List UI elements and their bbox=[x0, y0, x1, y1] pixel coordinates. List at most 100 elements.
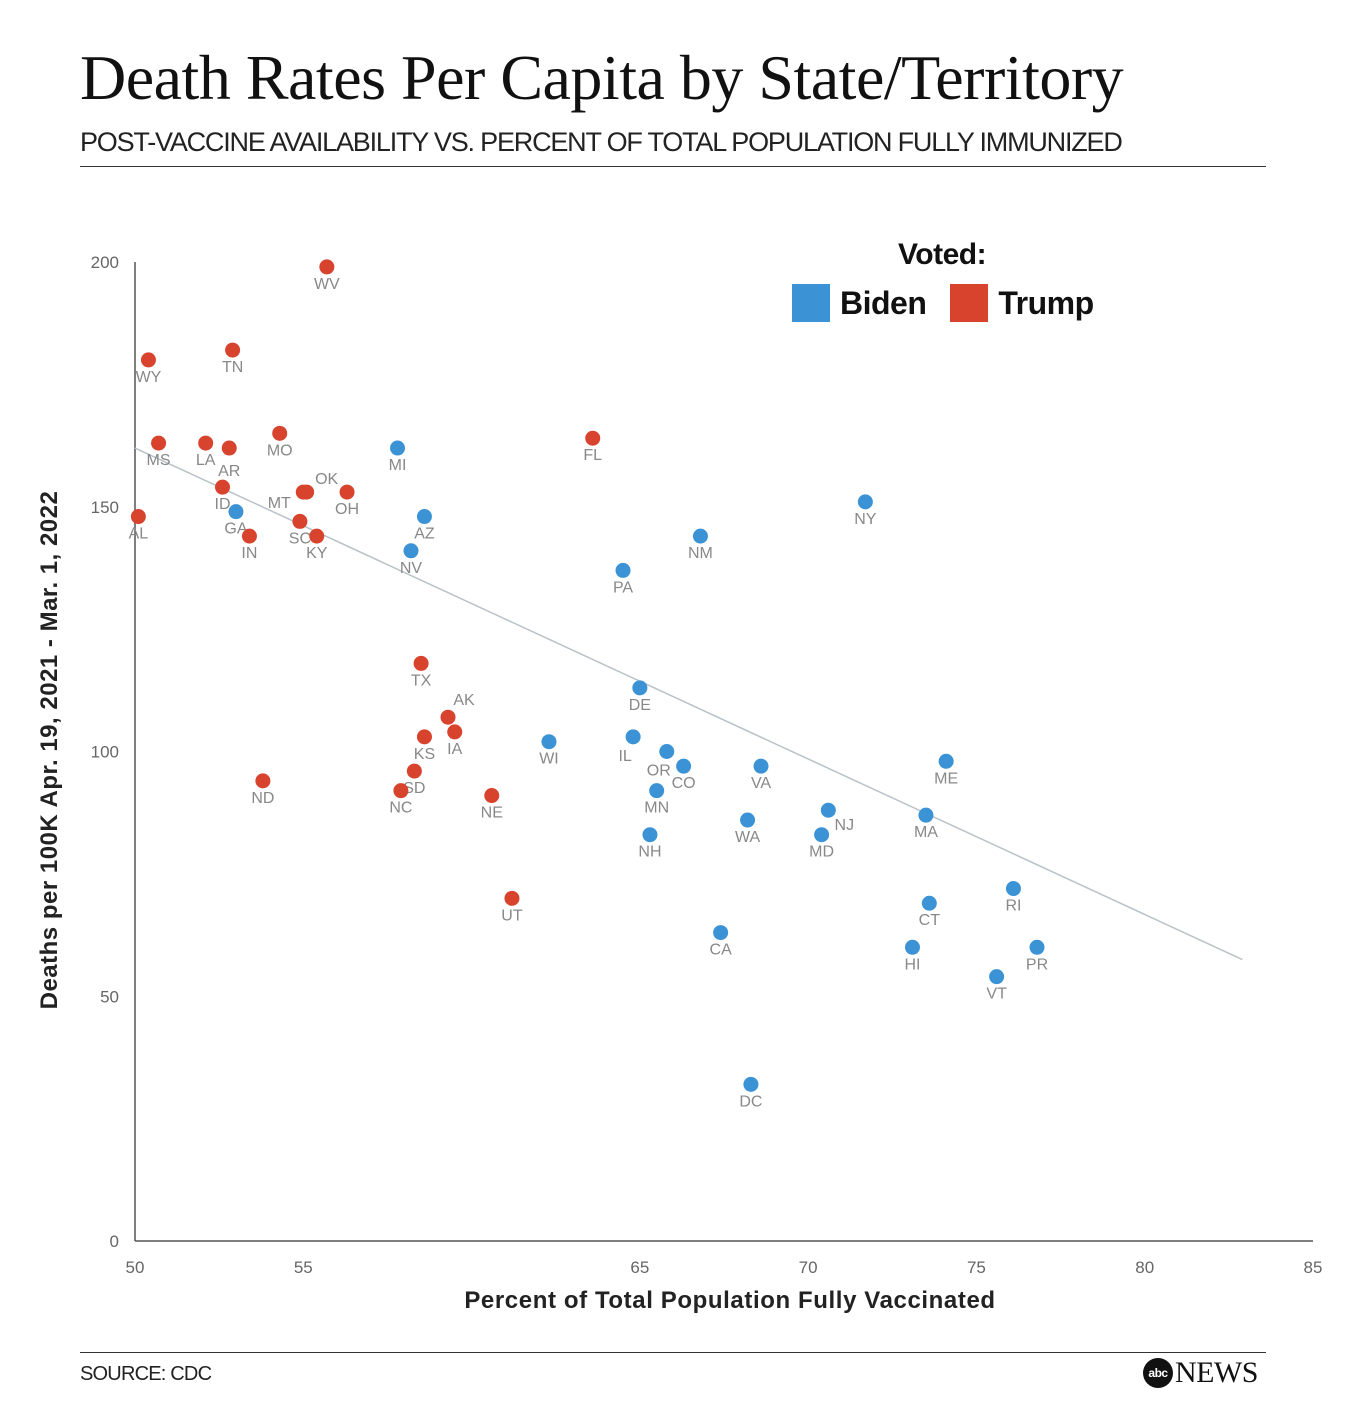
point-label-nh: NH bbox=[638, 844, 661, 861]
point-label-ma: MA bbox=[914, 824, 938, 841]
point-nm bbox=[692, 528, 708, 544]
y-axis-label: Deaths per 100K Apr. 19, 2021 - Mar. 1, … bbox=[36, 490, 63, 1010]
point-nc bbox=[393, 783, 409, 799]
legend-item-trump: Trump bbox=[950, 284, 1094, 322]
x-tick-label: 50 bbox=[126, 1258, 145, 1277]
point-label-ks: KS bbox=[414, 746, 435, 763]
y-tick-label: 150 bbox=[91, 498, 119, 517]
legend-label-biden: Biden bbox=[840, 284, 927, 321]
point-az bbox=[416, 509, 432, 525]
point-ri bbox=[1005, 881, 1021, 897]
point-sc bbox=[292, 513, 308, 529]
point-co bbox=[676, 758, 692, 774]
point-label-tx: TX bbox=[411, 672, 432, 689]
abc-news-logo: abc NEWS bbox=[1143, 1356, 1259, 1390]
point-ky bbox=[309, 528, 325, 544]
point-ct bbox=[921, 895, 937, 911]
point-label-ky: KY bbox=[306, 545, 328, 562]
point-label-mi: MI bbox=[389, 457, 407, 474]
point-label-wv: WV bbox=[314, 276, 340, 293]
chart-title: Death Rates Per Capita by State/Territor… bbox=[80, 42, 1124, 113]
chart-subtitle: POST-VACCINE AVAILABILITY VS. PERCENT OF… bbox=[80, 127, 1123, 157]
point-wi bbox=[541, 734, 557, 750]
point-label-nv: NV bbox=[400, 560, 423, 577]
legend-swatch-biden bbox=[792, 284, 830, 322]
point-nd bbox=[255, 773, 271, 789]
point-label-wy: WY bbox=[136, 369, 162, 386]
point-wa bbox=[740, 812, 756, 828]
point-label-ct: CT bbox=[919, 912, 941, 929]
point-label-ia: IA bbox=[447, 741, 462, 758]
legend: Biden Trump bbox=[792, 284, 1118, 322]
point-nj bbox=[820, 802, 836, 818]
point-label-ne: NE bbox=[481, 805, 503, 822]
x-axis-label: Percent of Total Population Fully Vaccin… bbox=[464, 1287, 996, 1314]
axes: 50 55 65 70 75 80 85 0 50 100 150 200 bbox=[91, 253, 1323, 1277]
point-oh bbox=[339, 484, 355, 500]
point-ga bbox=[228, 504, 244, 520]
point-ia bbox=[447, 724, 463, 740]
point-ne bbox=[484, 788, 500, 804]
x-tick-label: 85 bbox=[1304, 1258, 1323, 1277]
point-mt bbox=[295, 484, 311, 500]
point-tx bbox=[413, 655, 429, 671]
point-mn bbox=[649, 783, 665, 799]
point-ar bbox=[221, 440, 237, 456]
y-tick-label: 50 bbox=[100, 987, 119, 1006]
point-label-me: ME bbox=[934, 770, 958, 787]
point-label-ar: AR bbox=[218, 463, 240, 480]
point-id bbox=[215, 479, 231, 495]
point-ma bbox=[918, 807, 934, 823]
point-label-co: CO bbox=[672, 775, 696, 792]
point-nv bbox=[403, 543, 419, 559]
point-label-wi: WI bbox=[539, 751, 559, 768]
point-label-tn: TN bbox=[222, 359, 243, 376]
point-label-dc: DC bbox=[739, 1093, 762, 1110]
source-note: SOURCE: CDC bbox=[80, 1363, 212, 1385]
point-label-ny: NY bbox=[854, 511, 877, 528]
point-label-ca: CA bbox=[710, 942, 733, 959]
point-fl bbox=[585, 430, 601, 446]
y-tick-label: 0 bbox=[110, 1232, 119, 1251]
point-label-id: ID bbox=[215, 496, 231, 513]
point-pr bbox=[1029, 939, 1045, 955]
point-de bbox=[632, 680, 648, 696]
point-label-nj: NJ bbox=[835, 817, 855, 834]
point-label-nm: NM bbox=[688, 545, 713, 562]
x-tick-label: 65 bbox=[630, 1258, 649, 1277]
point-ut bbox=[504, 890, 520, 906]
point-tn bbox=[225, 342, 241, 358]
point-il bbox=[625, 729, 641, 745]
point-al bbox=[130, 509, 146, 525]
point-label-mn: MN bbox=[644, 800, 669, 817]
point-label-sc: SC bbox=[289, 530, 311, 547]
point-label-or: OR bbox=[647, 763, 671, 780]
legend-title: Voted: bbox=[898, 238, 987, 271]
x-tick-label: 80 bbox=[1135, 1258, 1154, 1277]
point-in bbox=[241, 528, 257, 544]
point-or bbox=[659, 744, 675, 759]
y-tick-label: 200 bbox=[91, 253, 119, 272]
point-hi bbox=[904, 939, 920, 955]
point-wy bbox=[140, 352, 156, 368]
point-va bbox=[753, 758, 769, 774]
point-label-oh: OH bbox=[335, 501, 359, 518]
point-label-mo: MO bbox=[267, 442, 293, 459]
legend-swatch-trump bbox=[950, 284, 989, 322]
point-label-md: MD bbox=[809, 844, 834, 861]
point-label-al: AL bbox=[129, 526, 149, 543]
footer-divider bbox=[80, 1352, 1266, 1353]
point-label-mt: MT bbox=[268, 495, 291, 512]
point-label-ga: GA bbox=[224, 521, 247, 538]
point-label-la: LA bbox=[196, 452, 216, 469]
point-ks bbox=[416, 729, 432, 745]
point-label-wa: WA bbox=[735, 829, 761, 846]
point-label-nc: NC bbox=[389, 800, 412, 817]
point-label-ms: MS bbox=[147, 452, 171, 469]
point-ms bbox=[151, 435, 167, 451]
point-mo bbox=[272, 425, 288, 441]
point-la bbox=[198, 435, 214, 451]
point-dc bbox=[743, 1076, 759, 1092]
point-label-nd: ND bbox=[251, 790, 274, 807]
